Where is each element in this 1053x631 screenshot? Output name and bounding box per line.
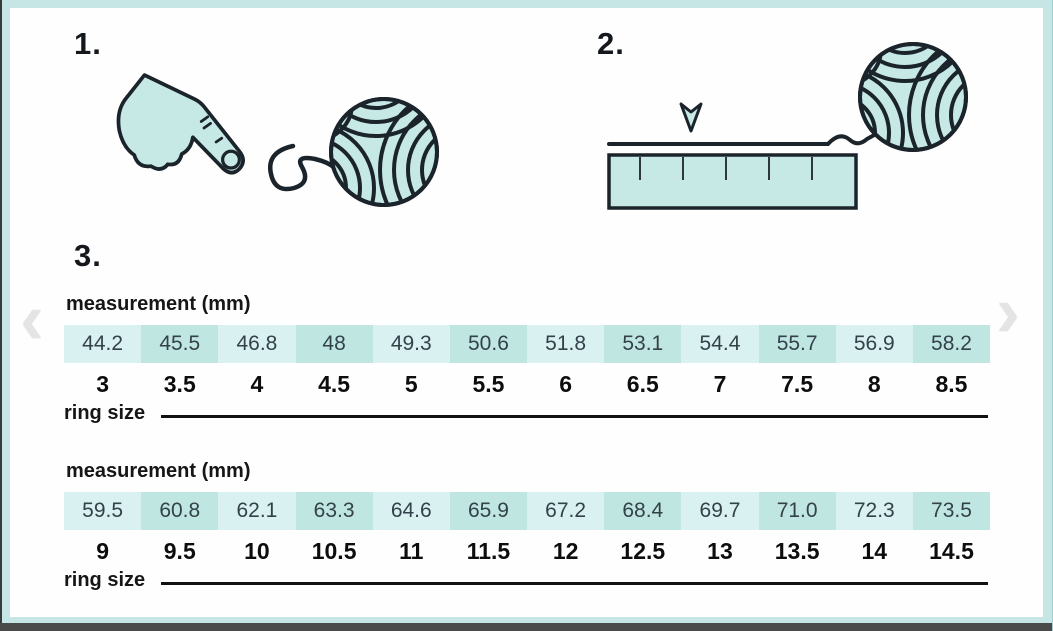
divider-line — [161, 415, 988, 418]
hand-pointing-icon — [116, 73, 245, 175]
measurement-cell: 58.2 — [912, 325, 991, 363]
step-illustrations — [116, 0, 1053, 230]
ring-size-cell: 5.5 — [472, 370, 505, 397]
measurement-cell: 48 — [295, 325, 373, 363]
measurement-cell: 68.4 — [604, 492, 682, 530]
chevron-right-icon[interactable]: › — [996, 272, 1020, 352]
ring-size-cell: 4.5 — [318, 370, 351, 397]
measurement-header: measurement (mm) — [66, 460, 251, 482]
ring-size-label: ring size — [64, 569, 146, 591]
ring-size-cell: 10.5 — [311, 537, 357, 564]
ring-size-cell: 10 — [244, 537, 270, 564]
ring-size-cell: 8.5 — [935, 370, 968, 397]
measurement-header: measurement (mm) — [66, 293, 251, 315]
ring-size-cell: 3 — [96, 370, 109, 397]
ring-size-footer: ring size — [64, 567, 990, 593]
measurement-cell: 73.5 — [912, 492, 991, 530]
ring-size-cell: 6.5 — [626, 370, 659, 397]
measurement-cell: 55.7 — [758, 325, 836, 363]
size-table-small: measurement (mm) 44.2 45.5 46.8 48 49.3 … — [64, 293, 991, 426]
ring-size-cell: 11 — [399, 537, 424, 564]
ring-size-cell: 9 — [96, 537, 109, 564]
ring-size-cell: 12.5 — [620, 537, 666, 564]
bottom-edge-line — [0, 623, 1053, 631]
step-3-number: 3. — [74, 238, 102, 273]
measurement-cell: 67.2 — [527, 492, 605, 530]
measurement-cell: 59.5 — [64, 492, 142, 530]
ring-size-cell: 11.5 — [466, 537, 511, 564]
chevron-left-icon[interactable]: ‹ — [20, 279, 44, 359]
step-2-number: 2. — [597, 26, 625, 61]
step-1-number: 1. — [74, 26, 102, 61]
measurement-cell: 72.3 — [835, 492, 913, 530]
yarn-string-icon — [268, 143, 338, 192]
ring-size-footer: ring size — [64, 400, 990, 426]
measurement-cell: 51.8 — [527, 325, 605, 363]
measurement-cell: 44.2 — [64, 325, 142, 363]
measurement-cell: 56.9 — [835, 325, 913, 363]
ring-size-cell: 14 — [861, 537, 888, 564]
ring-size-cell: 5 — [404, 370, 418, 397]
down-arrow-icon — [679, 102, 703, 133]
ring-size-cell: 9.5 — [163, 537, 196, 564]
ring-size-label: ring size — [64, 402, 146, 424]
measurement-cell: 71.0 — [758, 492, 836, 530]
ring-size-cell: 3.5 — [163, 370, 196, 397]
measurement-cell: 50.6 — [449, 325, 528, 363]
measurement-cell: 45.5 — [141, 325, 219, 363]
ring-size-cell: 8 — [867, 370, 881, 397]
ring-size-row: 9 9.5 10 10.5 11 11.5 12 12.5 13 13.5 14… — [64, 536, 990, 566]
ring-size-cell: 7.5 — [781, 370, 814, 397]
measurement-cell: 62.1 — [218, 492, 296, 530]
measurement-cell: 63.3 — [295, 492, 373, 530]
measurement-cell: 46.8 — [218, 325, 296, 363]
measurement-cell: 54.4 — [681, 325, 759, 363]
ring-size-row: 3 3.5 4 4.5 5 5.5 6 6.5 7 7.5 8 8.5 — [64, 369, 990, 399]
measurement-row: 44.2 45.5 46.8 48 49.3 50.6 51.8 53.1 54… — [64, 325, 991, 363]
measurement-cell: 64.6 — [372, 492, 450, 530]
ring-size-cell: 14.5 — [929, 537, 974, 564]
measurement-cell: 49.3 — [372, 325, 450, 363]
size-table-large: measurement (mm) 59.5 60.8 62.1 63.3 64.… — [64, 460, 991, 593]
ring-size-cell: 4 — [250, 370, 264, 397]
ring-size-cell: 6 — [559, 370, 573, 397]
ring-size-cell: 13 — [707, 537, 733, 564]
ring-size-cell: 12 — [552, 537, 579, 564]
yarn-string-icon — [607, 132, 878, 146]
yarn-ball-icon — [246, 0, 548, 230]
ring-size-cell: 7 — [713, 370, 727, 397]
measurement-cell: 53.1 — [604, 325, 682, 363]
measurement-cell: 69.7 — [681, 492, 759, 530]
divider-line — [161, 582, 988, 585]
ruler-icon — [607, 153, 858, 210]
left-edge-line — [0, 0, 2, 631]
measurement-cell: 60.8 — [141, 492, 219, 530]
measurement-row: 59.5 60.8 62.1 63.3 64.6 65.9 67.2 68.4 … — [64, 492, 991, 530]
measurement-cell: 65.9 — [449, 492, 528, 530]
ring-size-cell: 13.5 — [774, 537, 820, 564]
